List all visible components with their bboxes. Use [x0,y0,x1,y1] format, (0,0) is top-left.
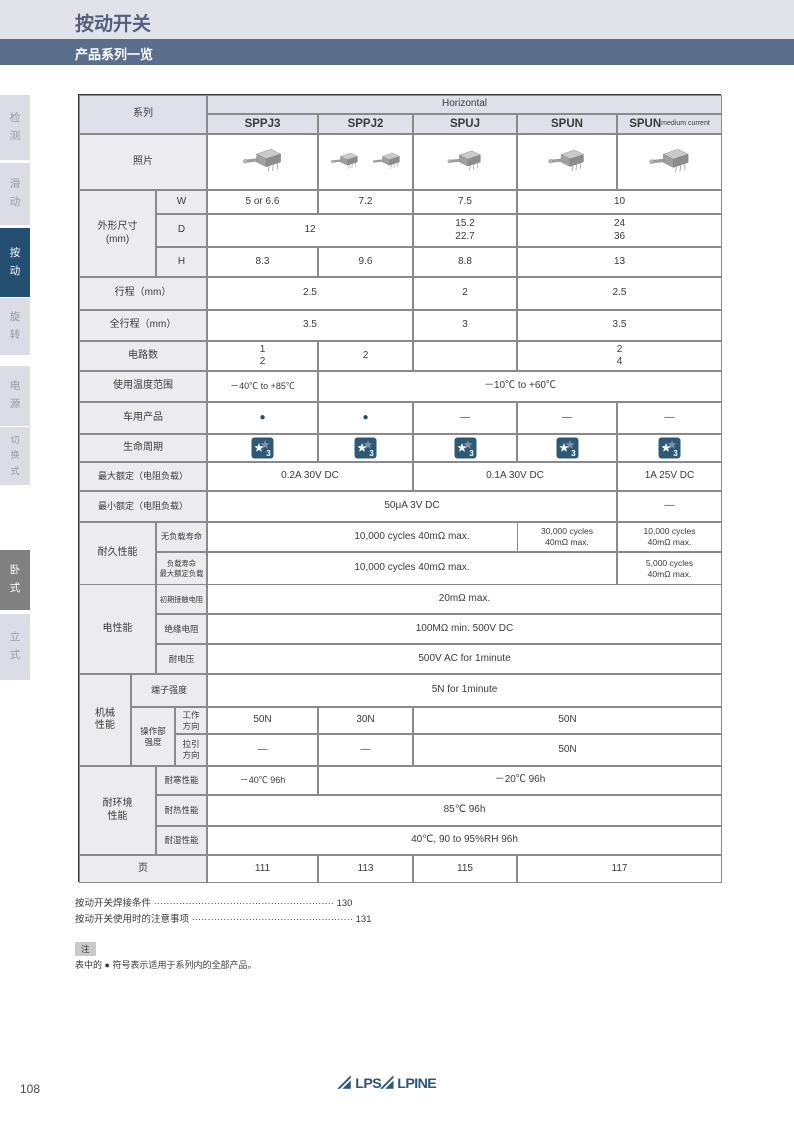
svg-text:LPINE: LPINE [397,1076,436,1091]
svg-text:3: 3 [266,449,271,458]
svg-text:3: 3 [469,449,474,458]
svg-text:3: 3 [369,449,374,458]
svg-text:3: 3 [571,449,576,458]
svg-text:LPS: LPS [355,1076,381,1091]
svg-text:3: 3 [673,449,678,458]
